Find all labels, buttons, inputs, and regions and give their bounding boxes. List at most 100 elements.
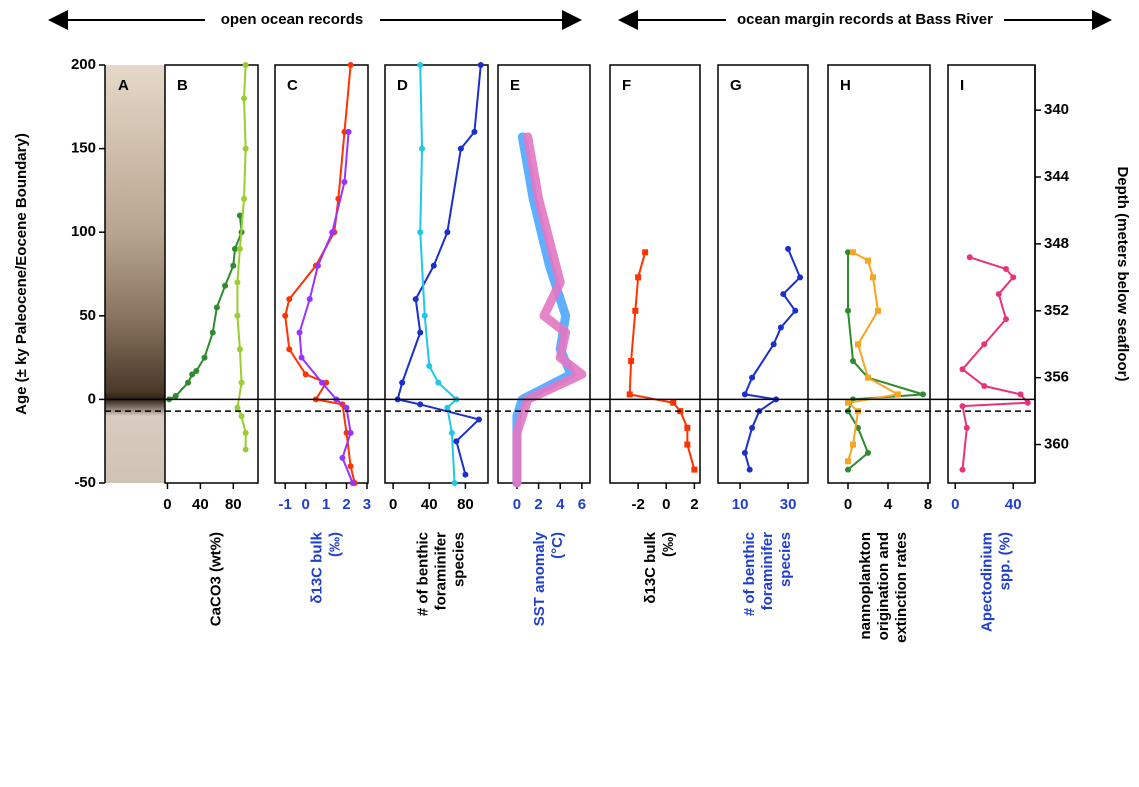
- data-point: [626, 391, 633, 398]
- data-point: [302, 371, 309, 378]
- x-tick-label: 4: [884, 496, 893, 513]
- y2-tick-label: 344: [1044, 168, 1070, 185]
- panel-frame: [274, 64, 369, 484]
- data-point: [347, 62, 354, 68]
- data-point: [347, 429, 354, 436]
- data-point: [845, 307, 851, 314]
- data-point: [895, 391, 901, 398]
- data-point: [421, 312, 428, 319]
- data-point: [298, 354, 305, 361]
- panel-frame: [827, 64, 931, 484]
- x-tick-label: -2: [631, 496, 644, 513]
- data-point: [865, 257, 871, 264]
- series-line: [419, 64, 458, 484]
- x-tick-label: 3: [363, 496, 371, 513]
- x-tick-label: 0: [163, 496, 171, 513]
- x-axis-title: species: [777, 532, 794, 587]
- x-tick-label: 30: [780, 496, 797, 513]
- data-point: [193, 367, 200, 374]
- y2-tick-label: 360: [1044, 436, 1069, 453]
- data-point: [1003, 316, 1009, 323]
- y-tick-label: 0: [88, 390, 96, 407]
- panel-label: A: [118, 77, 129, 94]
- data-point: [238, 379, 245, 386]
- data-point: [670, 399, 677, 406]
- data-point: [785, 245, 792, 252]
- data-point: [777, 324, 784, 331]
- data-point: [850, 249, 856, 256]
- panel-frame: [609, 64, 701, 484]
- x-axis-title: extinction rates: [893, 532, 910, 643]
- data-point: [462, 471, 469, 478]
- y2-tick-label: 348: [1044, 235, 1069, 252]
- y-tick-label: 50: [79, 307, 96, 324]
- data-point: [234, 279, 241, 286]
- data-point: [845, 249, 851, 256]
- data-point: [435, 379, 442, 386]
- data-point: [185, 379, 192, 386]
- data-point: [959, 366, 966, 373]
- data-point: [319, 379, 326, 386]
- y-tick-label: 200: [71, 56, 96, 73]
- data-point: [242, 429, 249, 436]
- data-point: [875, 307, 881, 314]
- data-point: [642, 249, 649, 256]
- data-point: [213, 304, 220, 311]
- data-point: [471, 128, 478, 135]
- data-point: [453, 438, 460, 445]
- data-point: [282, 312, 289, 319]
- x-tick-label: 40: [1005, 496, 1022, 513]
- data-point: [236, 212, 243, 219]
- panel-label: C: [287, 77, 298, 94]
- header-bg: [205, 8, 380, 32]
- series-line: [847, 251, 924, 471]
- data-point: [845, 399, 851, 406]
- data-point: [201, 354, 208, 361]
- y2-tick-label: 356: [1044, 369, 1069, 386]
- x-tick-label: 2: [342, 496, 350, 513]
- data-point: [981, 383, 988, 390]
- x-axis-title: nannoplankton: [857, 532, 874, 640]
- data-point: [234, 404, 241, 411]
- data-point: [417, 62, 424, 68]
- data-point: [457, 145, 464, 152]
- x-axis-title: origination and: [875, 532, 892, 640]
- header-left: open ocean records: [221, 11, 364, 28]
- y-tick-label: -50: [74, 474, 96, 491]
- data-point: [770, 341, 777, 348]
- data-point: [741, 391, 748, 398]
- series-line: [628, 251, 696, 471]
- panel-label: G: [730, 77, 742, 94]
- data-point: [230, 262, 237, 269]
- data-point: [339, 454, 346, 461]
- x-tick-label: 2: [534, 496, 542, 513]
- series-line: [168, 214, 243, 401]
- series-line: [961, 256, 1029, 471]
- data-point: [242, 62, 249, 68]
- data-point: [222, 282, 229, 289]
- panel-label: B: [177, 77, 188, 94]
- x-axis-title: (‰): [326, 532, 343, 557]
- x-axis-title: species: [450, 532, 467, 587]
- x-tick-label: -1: [279, 496, 292, 513]
- data-point: [236, 346, 243, 353]
- data-point: [399, 379, 406, 386]
- data-point: [451, 480, 458, 486]
- core-image: [105, 65, 165, 483]
- data-point: [286, 346, 293, 353]
- data-point: [870, 274, 876, 281]
- series-line: [284, 64, 356, 484]
- data-point: [780, 291, 787, 298]
- data-point: [286, 296, 293, 303]
- data-point: [231, 245, 238, 252]
- x-tick-label: 8: [924, 496, 932, 513]
- data-point: [209, 329, 216, 336]
- data-point: [959, 466, 966, 473]
- panel-frame: [384, 64, 489, 484]
- x-tick-label: 1: [322, 496, 330, 513]
- panel-label: E: [510, 77, 520, 94]
- data-point: [865, 374, 871, 381]
- panel-label: F: [622, 77, 631, 94]
- data-point: [850, 357, 856, 364]
- data-point: [419, 145, 426, 152]
